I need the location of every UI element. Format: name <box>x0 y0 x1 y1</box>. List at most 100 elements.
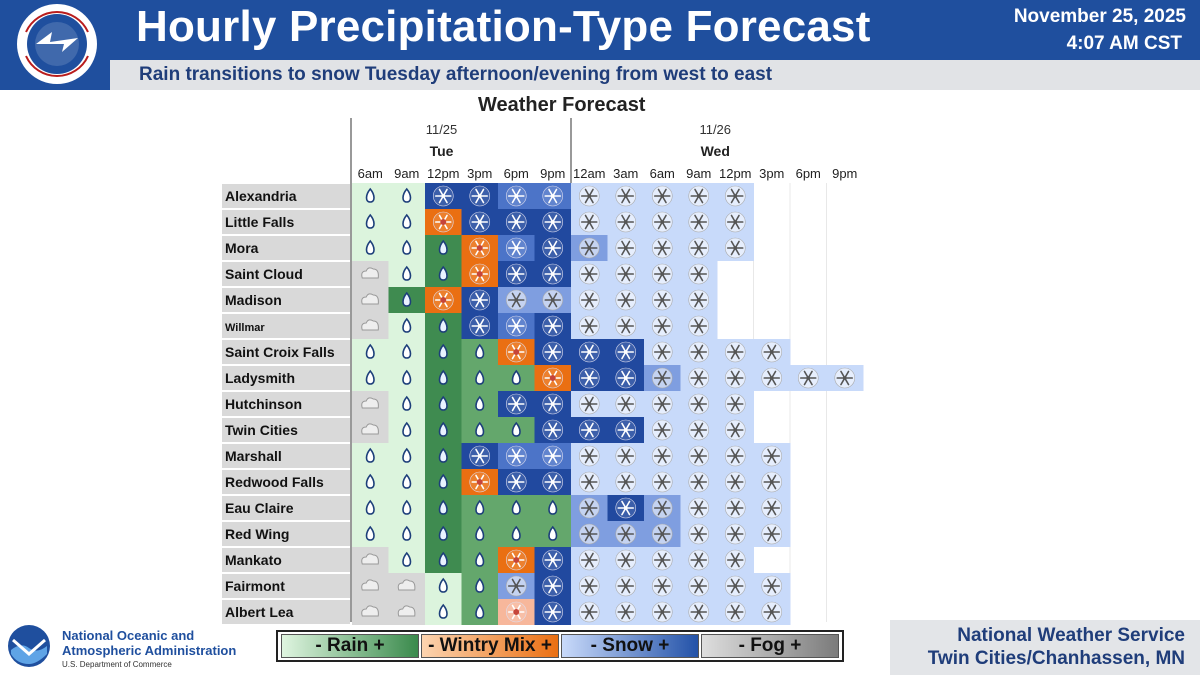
snowflake-icon <box>542 185 564 207</box>
forecast-cell <box>461 209 499 235</box>
raindrop-icon <box>402 395 412 411</box>
forecast-cell <box>607 313 645 339</box>
snowflake-icon <box>688 575 710 597</box>
forecast-cell <box>425 313 462 339</box>
forecast-cell <box>717 521 754 547</box>
time-header-label: 12am <box>573 166 606 181</box>
forecast-cell <box>352 183 389 209</box>
forecast-cell <box>498 495 535 521</box>
snowflake-icon <box>761 575 783 597</box>
forecast-cell <box>388 339 426 365</box>
snowflake-icon <box>615 393 637 415</box>
forecast-cell <box>388 313 426 339</box>
raindrop-icon <box>438 577 448 593</box>
location-label: Alexandria <box>225 188 297 204</box>
snowflake-icon <box>505 315 527 337</box>
location-label-bg <box>222 262 350 286</box>
raindrop-icon <box>475 369 485 385</box>
forecast-cell <box>717 235 754 261</box>
forecast-cell <box>644 339 681 365</box>
snowflake-icon <box>724 237 746 259</box>
forecast-cell <box>534 391 572 417</box>
forecast-date: November 25, 2025 <box>1013 6 1186 27</box>
time-header-label: 12pm <box>719 166 752 181</box>
raindrop-icon <box>438 447 448 463</box>
forecast-cell <box>571 417 608 443</box>
snowflake-icon <box>615 185 637 207</box>
forecast-cell <box>498 209 535 235</box>
time-header-label: 9am <box>394 166 419 181</box>
forecast-cell <box>388 547 426 573</box>
snowflake-icon <box>578 419 600 441</box>
forecast-cell <box>753 365 791 391</box>
location-label-bg <box>222 600 350 624</box>
fog-cloud-icon <box>397 579 416 591</box>
forecast-cell <box>607 235 645 261</box>
forecast-cell <box>571 391 608 417</box>
forecast-cell <box>607 547 645 573</box>
forecast-cell <box>680 599 718 625</box>
forecast-cell <box>498 365 535 391</box>
snowflake-icon <box>615 237 637 259</box>
fog-cloud-icon <box>361 423 379 435</box>
snowflake-icon <box>651 341 673 363</box>
forecast-cell <box>352 209 389 235</box>
snowflake-icon <box>651 367 673 389</box>
snowflake-icon <box>542 211 564 233</box>
snowflake-icon <box>797 367 819 389</box>
raindrop-icon <box>402 447 412 463</box>
forecast-time: 4:07 AM CST <box>1066 33 1182 54</box>
forecast-cell <box>717 209 754 235</box>
snowflake-icon <box>505 393 527 415</box>
location-label-bg <box>222 314 350 338</box>
day-date-label: 11/26 <box>699 122 731 137</box>
snowflake-icon <box>469 445 491 467</box>
noaa-name-line1: National Oceanic and <box>62 628 195 643</box>
location-label-bg <box>222 288 350 312</box>
snowflake-icon <box>505 237 527 259</box>
snowflake-icon <box>578 523 600 545</box>
forecast-cell <box>571 261 608 287</box>
forecast-cell <box>826 365 864 391</box>
forecast-cell <box>461 235 499 261</box>
forecast-cell <box>498 261 535 287</box>
forecast-cell <box>352 287 389 313</box>
forecast-cell <box>680 443 718 469</box>
raindrop-icon <box>402 525 412 541</box>
forecast-cell <box>607 287 645 313</box>
forecast-cell <box>388 209 426 235</box>
forecast-cell <box>352 417 389 443</box>
precip-legend: - Rain + - Wintry Mix + - Snow + - Fog + <box>276 630 844 662</box>
forecast-cell <box>571 235 608 261</box>
snowflake-icon <box>615 263 637 285</box>
location-label: Redwood Falls <box>225 474 324 490</box>
subtitle-bar <box>110 60 1200 90</box>
forecast-cell <box>717 573 754 599</box>
forecast-cell <box>717 183 754 209</box>
forecast-cell <box>352 339 389 365</box>
forecast-cell <box>425 235 462 261</box>
forecast-cell <box>753 573 791 599</box>
forecast-cell <box>644 443 681 469</box>
forecast-cell <box>534 235 572 261</box>
forecast-cell <box>607 521 645 547</box>
forecast-cell <box>680 287 718 313</box>
snowflake-icon <box>761 471 783 493</box>
forecast-cell <box>644 521 681 547</box>
fog-cloud-icon <box>361 397 379 409</box>
forecast-cell <box>388 573 426 599</box>
forecast-cell <box>388 599 426 625</box>
location-label: Hutchinson <box>225 396 302 412</box>
forecast-cell <box>534 417 572 443</box>
forecast-cell <box>425 209 462 235</box>
forecast-cell <box>644 183 681 209</box>
snowflake-icon <box>505 289 527 311</box>
noaa-name-line2: Atmospheric Administration <box>62 643 237 658</box>
location-label: Albert Lea <box>225 604 294 620</box>
forecast-cell <box>644 287 681 313</box>
time-header-label: 6pm <box>796 166 821 181</box>
forecast-cell <box>352 573 389 599</box>
forecast-cell <box>717 339 754 365</box>
forecast-cell <box>425 261 462 287</box>
wintry-mix-icon <box>469 471 491 493</box>
